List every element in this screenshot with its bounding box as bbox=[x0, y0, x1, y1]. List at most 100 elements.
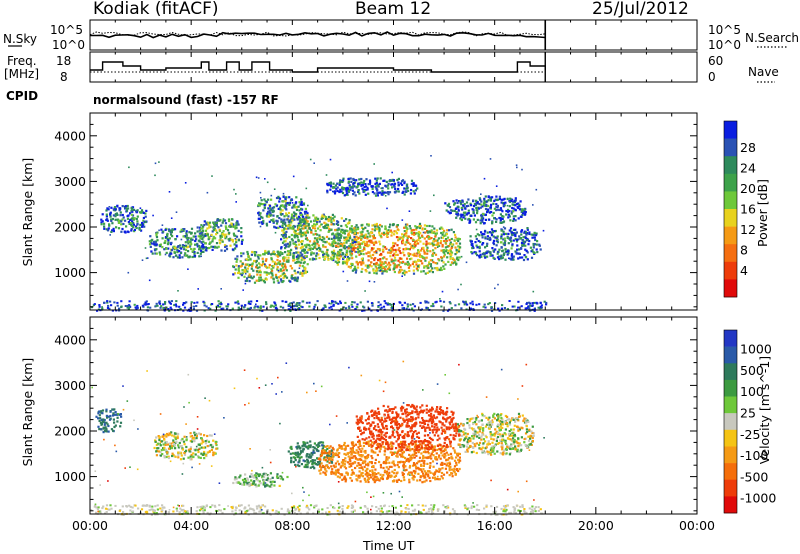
echo-cell bbox=[367, 441, 370, 445]
noise-cell bbox=[161, 224, 164, 226]
echo-cell bbox=[449, 452, 453, 455]
echo-cell bbox=[508, 210, 511, 213]
echo-cell bbox=[196, 251, 199, 254]
echo-cell bbox=[374, 228, 377, 231]
echo-cell bbox=[277, 261, 280, 264]
echo-cell bbox=[360, 257, 363, 260]
echo-cell bbox=[502, 238, 505, 241]
echo-cell bbox=[124, 305, 127, 307]
noise-cell bbox=[516, 166, 518, 169]
echo-cell bbox=[312, 459, 315, 462]
echo-cell bbox=[429, 259, 432, 262]
echo-cell bbox=[118, 219, 121, 222]
echo-cell bbox=[413, 252, 416, 255]
echo-cell bbox=[389, 255, 392, 258]
echo-cell bbox=[363, 246, 366, 249]
echo-cell bbox=[306, 263, 309, 266]
echo-cell bbox=[366, 229, 369, 233]
echo-cell bbox=[396, 178, 399, 182]
echo-cell bbox=[187, 456, 190, 459]
echo-cell bbox=[349, 450, 352, 453]
echo-cell bbox=[372, 268, 375, 271]
echo-cell bbox=[210, 448, 213, 451]
echo-cell bbox=[415, 232, 418, 235]
echo-cell bbox=[523, 254, 526, 257]
echo-cell bbox=[347, 247, 350, 250]
echo-cell bbox=[364, 233, 367, 236]
echo-cell bbox=[411, 262, 414, 266]
echo-cell bbox=[500, 237, 503, 240]
noise-cell bbox=[506, 204, 509, 207]
echo-cell bbox=[182, 457, 185, 460]
echo-cell bbox=[453, 202, 456, 205]
echo-cell bbox=[296, 464, 299, 467]
echo-cell bbox=[310, 455, 313, 458]
echo-cell bbox=[358, 253, 361, 256]
echo-cell bbox=[430, 269, 433, 272]
echo-cell bbox=[448, 301, 451, 304]
echo-cell bbox=[265, 478, 268, 481]
echo-cell bbox=[302, 250, 306, 253]
echo-cell bbox=[234, 257, 237, 260]
echo-cell bbox=[409, 264, 412, 267]
echo-cell bbox=[135, 308, 138, 311]
echo-cell bbox=[320, 466, 323, 469]
echo-cell bbox=[491, 247, 494, 250]
echo-cell bbox=[138, 226, 141, 229]
echo-cell bbox=[250, 253, 253, 256]
echo-cell bbox=[203, 304, 206, 307]
echo-cell bbox=[358, 178, 361, 181]
echo-cell bbox=[268, 263, 271, 267]
echo-cell bbox=[227, 238, 230, 241]
echo-cell bbox=[165, 432, 169, 436]
echo-cell bbox=[270, 208, 273, 211]
echo-cell bbox=[337, 245, 340, 248]
echo-cell bbox=[413, 192, 416, 195]
noise-cell bbox=[411, 245, 414, 247]
echo-cell bbox=[258, 474, 261, 478]
noise-cell bbox=[497, 283, 499, 286]
echo-cell bbox=[142, 211, 145, 214]
echo-cell bbox=[370, 261, 373, 264]
echo-cell bbox=[183, 451, 186, 455]
echo-cell bbox=[436, 243, 439, 246]
echo-cell bbox=[521, 213, 524, 217]
echo-cell bbox=[246, 477, 249, 480]
echo-cell bbox=[438, 478, 441, 481]
echo-cell bbox=[361, 471, 364, 475]
echo-cell bbox=[114, 411, 117, 414]
echo-cell bbox=[476, 246, 479, 249]
echo-cell bbox=[423, 474, 426, 477]
echo-cell bbox=[303, 210, 307, 213]
echo-cell bbox=[349, 266, 352, 269]
echo-cell bbox=[413, 265, 416, 268]
echo-cell bbox=[405, 271, 408, 274]
echo-cell bbox=[355, 238, 358, 242]
echo-cell bbox=[200, 250, 203, 253]
echo-cell bbox=[466, 303, 469, 306]
echo-cell bbox=[443, 453, 446, 456]
echo-cell bbox=[302, 441, 305, 444]
echo-cell bbox=[478, 303, 481, 306]
echo-cell bbox=[171, 235, 174, 238]
echo-cell bbox=[239, 474, 242, 477]
noise-cell bbox=[362, 259, 364, 262]
echo-cell bbox=[234, 268, 237, 271]
echo-cell bbox=[495, 220, 498, 223]
echo-cell bbox=[499, 216, 502, 220]
echo-cell bbox=[340, 243, 344, 246]
echo-cell bbox=[102, 418, 105, 421]
echo-cell bbox=[500, 198, 503, 201]
echo-cell bbox=[417, 249, 420, 252]
echo-cell bbox=[458, 452, 461, 456]
noise-cell bbox=[197, 288, 199, 290]
echo-cell bbox=[349, 245, 352, 248]
echo-cell bbox=[279, 475, 282, 478]
echo-cell bbox=[404, 469, 407, 472]
echo-cell bbox=[111, 217, 114, 221]
echo-cell bbox=[331, 300, 335, 303]
echo-cell bbox=[290, 459, 293, 462]
echo-cell bbox=[327, 258, 330, 261]
echo-cell bbox=[103, 421, 106, 424]
echo-cell bbox=[350, 303, 353, 306]
